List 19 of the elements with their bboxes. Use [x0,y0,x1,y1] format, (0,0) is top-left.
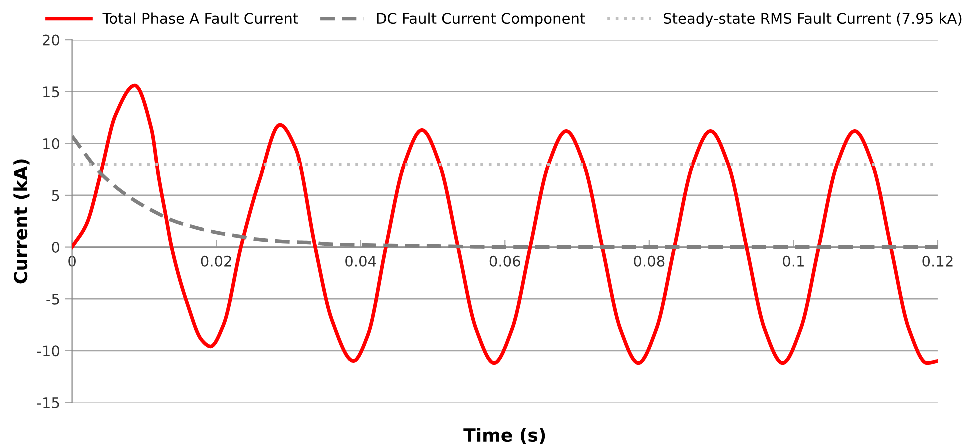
x-tick-label: 0.06 [490,256,520,267]
x-axis-title: Time (s) [464,428,546,444]
x-tick-label: 0.02 [201,256,232,267]
y-tick-label: -10 [37,346,60,357]
y-tick-label: -5 [46,294,60,305]
legend-label: Total Phase A Fault Current [102,12,298,24]
y-tick-label: 15 [44,86,60,98]
legend-label: Steady-state RMS Fault Current (7.95 kA) [664,12,962,27]
y-tick-label: -15 [37,398,60,408]
y-tick-label: 20 [43,34,60,46]
y-axis-title: Current (kA) [14,160,30,284]
x-tick-label: 0.12 [922,256,953,267]
y-tick-label: 5 [52,190,60,202]
y-tick-label: 10 [44,138,60,150]
x-tick-label: 0.08 [634,256,665,267]
x-tick-label: 0.1 [783,256,804,267]
legend-label: DC Fault Current Component [377,12,586,27]
x-tick-label: 0.04 [346,256,376,267]
y-tick-label: 0 [52,242,60,254]
